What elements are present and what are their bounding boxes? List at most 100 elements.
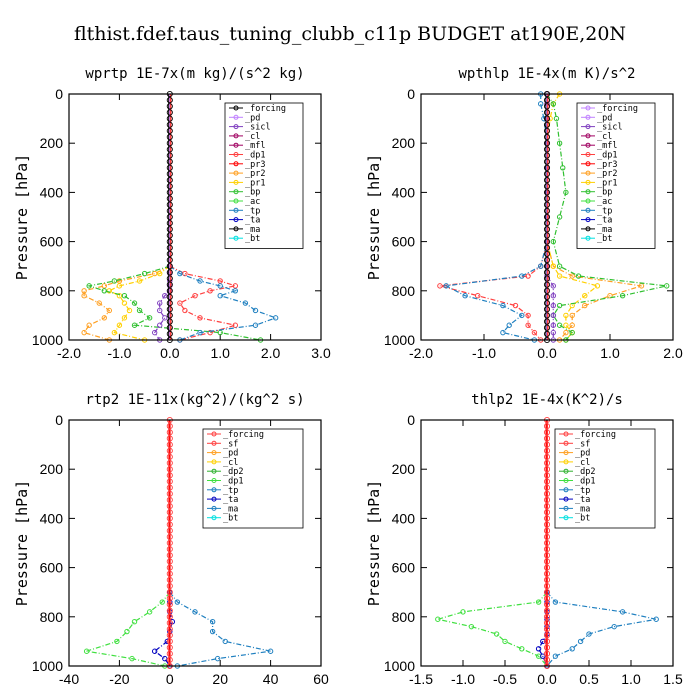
data-point_pr1	[106, 288, 113, 294]
data-point_pr2	[638, 283, 645, 289]
legend-marker	[233, 226, 239, 232]
legend-label: _ac	[245, 197, 260, 207]
zero-profile-marker	[543, 158, 551, 165]
data-point_tp	[577, 638, 584, 645]
legend-marker	[585, 161, 591, 167]
zero-profile-marker	[166, 570, 173, 577]
zero-profile-marker	[543, 484, 551, 491]
x-tick-label: 1.0	[621, 671, 641, 687]
data-point_dp1	[512, 302, 519, 309]
legend-marker	[211, 459, 217, 465]
data-point_sicl	[157, 307, 163, 314]
zero-profile-marker	[543, 232, 551, 239]
legend-marker	[233, 161, 239, 167]
zero-profile-marker	[166, 589, 173, 596]
zero-profile-marker	[543, 207, 551, 214]
zero-profile-marker	[166, 656, 173, 663]
zero-profile-marker	[543, 213, 551, 221]
legend-label: _sicl	[597, 123, 623, 133]
data-point_tp	[214, 655, 221, 662]
data-point_dp1	[460, 609, 466, 615]
data-point_sicl	[550, 302, 556, 309]
data-point_tp	[177, 270, 183, 277]
legend-marker	[585, 152, 591, 157]
zero-profile-marker	[166, 195, 173, 202]
legend-label: _dp2	[575, 467, 595, 477]
zero-profile-marker	[166, 607, 173, 614]
zero-profile-marker	[543, 583, 551, 590]
legend-marker	[563, 487, 569, 493]
data-point_pr2	[569, 322, 575, 328]
y-tick-label: 600	[392, 560, 416, 576]
legend-label: _dp1	[575, 477, 595, 487]
legend-label: _ta	[223, 495, 238, 505]
legend-marker	[211, 440, 217, 446]
x-tick-label: -1.0	[107, 345, 131, 361]
data-point_ta	[535, 646, 542, 652]
data-point_bp	[664, 283, 670, 289]
legend-label: _pd	[245, 113, 260, 123]
zero-profile-marker	[166, 146, 173, 153]
y-tick-label: 800	[392, 609, 416, 625]
data-point_bp	[141, 270, 148, 277]
legend-marker	[585, 189, 591, 195]
legend-label: _sicl	[245, 123, 271, 133]
zero-profile-marker	[543, 601, 551, 608]
zero-profile-marker	[543, 318, 551, 325]
zero-profile-marker	[166, 509, 173, 516]
x-tick-label: -2.0	[57, 345, 81, 361]
zero-profile-marker	[166, 250, 173, 257]
zero-profile-marker	[543, 226, 551, 233]
data-point_tp	[519, 273, 525, 279]
zero-profile-marker	[166, 189, 173, 196]
data-point_pr2	[607, 293, 613, 299]
zero-profile-marker	[543, 133, 551, 141]
data-point_tp	[252, 307, 259, 314]
x-tick-label: 0.5	[579, 671, 599, 687]
zero-profile-marker	[166, 244, 173, 251]
legend-marker	[233, 179, 239, 185]
data-point_pr2	[582, 302, 588, 309]
zero-profile-marker	[543, 650, 551, 657]
legend-marker	[563, 515, 569, 521]
series-line_bp	[546, 93, 667, 341]
figure-title: flthist.fdef.taus_tuning_clubb_c11p BUDG…	[74, 23, 626, 45]
data-point_bp	[563, 189, 569, 196]
x-tick-label: 1.5	[663, 671, 683, 687]
legend-label: _ta	[575, 495, 590, 505]
zero-profile-marker	[166, 644, 173, 651]
zero-profile-marker	[543, 306, 551, 313]
zero-profile-marker	[166, 330, 173, 337]
zero-profile-marker	[543, 466, 551, 473]
y-axis-label: Pressure [hPa]	[365, 154, 383, 280]
zero-profile-marker	[166, 503, 173, 510]
zero-profile-marker	[166, 281, 173, 288]
legend-marker	[563, 431, 569, 437]
zero-profile-marker	[166, 546, 173, 553]
zero-profile-marker	[543, 330, 551, 337]
legend-marker	[563, 468, 569, 474]
data-point_tp	[443, 283, 449, 289]
data-point_dp1	[525, 273, 531, 279]
y-axis-label: Pressure [hPa]	[13, 480, 31, 606]
data-point_bp	[575, 273, 582, 279]
legend-marker	[585, 198, 591, 204]
data-point_bp	[569, 329, 575, 336]
data-point_pr1	[582, 293, 588, 299]
zero-profile-marker	[166, 441, 173, 448]
zero-profile-marker	[166, 152, 173, 159]
zero-profile-marker	[543, 220, 551, 227]
legend-label: _ac	[597, 197, 612, 207]
data-point_bp	[86, 283, 92, 289]
y-tick-label: 800	[40, 609, 64, 625]
data-point_pr1	[116, 322, 123, 328]
data-point_tp	[197, 278, 203, 284]
zero-profile-marker	[166, 601, 173, 608]
data-point_dp1	[468, 623, 475, 630]
zero-profile-marker	[166, 552, 173, 559]
data-point_tp	[552, 653, 559, 659]
zero-profile-marker	[543, 435, 551, 442]
zero-profile-marker	[543, 515, 551, 522]
zero-profile-marker	[166, 638, 173, 645]
